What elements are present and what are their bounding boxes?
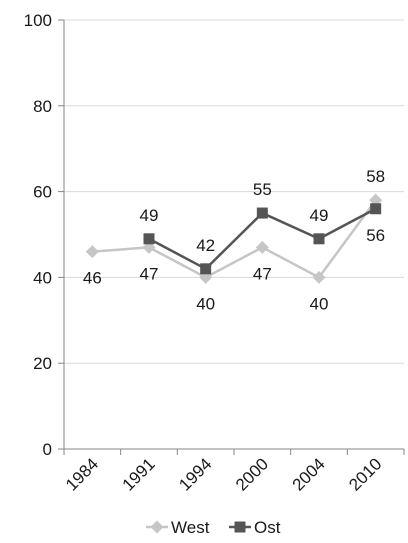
data-point-west (85, 245, 99, 259)
data-label-west: 46 (83, 269, 102, 288)
y-axis-ticks: 0 20 40 60 80 100 (24, 11, 64, 459)
legend-marker-ost (234, 521, 246, 533)
x-tick-label: 1984 (62, 454, 102, 494)
data-point-ost (200, 263, 212, 275)
data-point-ost (143, 233, 155, 245)
legend-marker-west (150, 520, 164, 534)
data-point-ost (370, 203, 382, 215)
legend-label-west: West (171, 518, 210, 537)
legend-item-ost: Ost (229, 518, 281, 537)
data-point-ost (313, 233, 325, 245)
data-point-west (312, 270, 326, 284)
data-label-ost: 55 (253, 180, 272, 199)
x-tick-label: 1991 (119, 454, 159, 494)
y-tick-label: 100 (24, 11, 52, 30)
series-layer (85, 193, 383, 284)
x-axis-ticks: 1984 1991 1994 2000 2004 2010 (62, 449, 405, 495)
legend-item-west: West (146, 518, 210, 537)
x-tick-label: 2004 (289, 454, 329, 494)
data-point-west (255, 240, 269, 254)
x-tick-label: 2010 (345, 454, 385, 494)
y-tick-label: 40 (33, 268, 52, 287)
grid-lines (64, 19, 404, 364)
axes (63, 20, 404, 450)
x-tick-label: 1994 (175, 454, 215, 494)
x-tick-label: 2000 (232, 454, 272, 494)
y-tick-label: 20 (33, 354, 52, 373)
series-west (85, 193, 383, 284)
data-label-ost: 56 (366, 226, 385, 245)
data-label-west: 40 (310, 294, 329, 313)
data-label-west: 47 (140, 264, 159, 283)
y-tick-label: 60 (33, 183, 52, 202)
data-label-west: 58 (366, 167, 385, 186)
y-tick-label: 0 (43, 440, 52, 459)
data-point-ost (256, 207, 268, 219)
data-label-ost: 49 (310, 206, 329, 225)
legend-label-ost: Ost (254, 518, 281, 537)
data-labels: 46 47 40 47 40 58 49 42 55 49 56 (83, 167, 385, 313)
data-label-ost: 49 (140, 206, 159, 225)
series-ost (143, 203, 382, 275)
y-tick-label: 80 (33, 97, 52, 116)
legend: West Ost (146, 518, 281, 537)
data-label-west: 47 (253, 264, 272, 283)
data-label-ost: 42 (196, 236, 215, 255)
data-label-west: 40 (196, 294, 215, 313)
series-line-west (92, 199, 377, 279)
